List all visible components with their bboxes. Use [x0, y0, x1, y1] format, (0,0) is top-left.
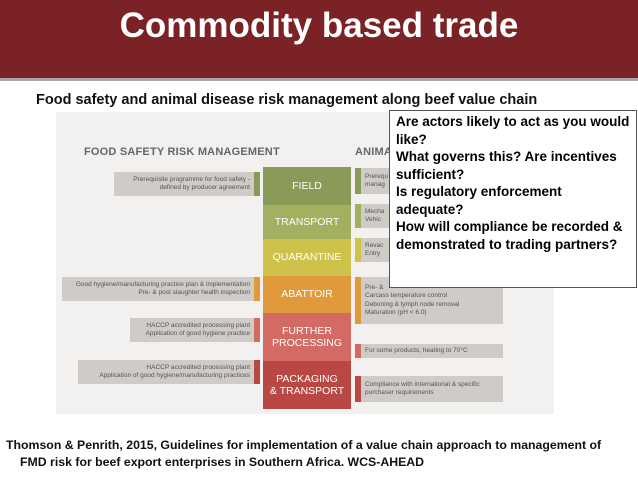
box-text: HACCP accredited processing plant [146, 321, 250, 329]
stage-label: & TRANSPORT [269, 385, 345, 397]
question-line: demonstrated to trading partners? [396, 236, 618, 252]
box-text: Prerequisite programme for food safety - [133, 175, 250, 183]
box-text: Deboning & lymph node removal [365, 300, 460, 308]
food-safety-heading: FOOD SAFETY RISK MANAGEMENT [84, 146, 280, 158]
question-line: Are actors likely to act as you would [396, 114, 630, 129]
box-text: Revac [365, 241, 384, 249]
color-strip [355, 344, 361, 358]
color-strip [254, 277, 260, 301]
food-safety-box-abattoir: Good hygiene/manufacturing practice plan… [62, 277, 254, 301]
animal-disease-heading: ANIMA [355, 146, 393, 158]
question-line: What governs this? Are incentives [396, 149, 617, 164]
box-text: Carcass temperature control [365, 292, 448, 300]
title-divider [0, 78, 638, 81]
source-citation: Thomson & Penrith, 2015, Guidelines for … [6, 437, 632, 471]
question-line: sufficient? [396, 166, 465, 182]
box-text: Maturation (pH < 6.0) [365, 308, 427, 316]
food-safety-box-field: Prerequisite programme for food safety -… [114, 172, 254, 196]
food-safety-box-further-processing: HACCP accredited processing plant Applic… [130, 318, 254, 342]
color-strip [254, 318, 260, 342]
stage-packaging-transport: PACKAGING & TRANSPORT [263, 361, 351, 409]
stage-label: ABATTOIR [281, 288, 333, 301]
title-bar [0, 0, 638, 78]
stage-label: FURTHER [282, 324, 332, 337]
question-line: How will compliance be recorded & [396, 219, 623, 234]
stage-label: QUARANTINE [272, 251, 342, 264]
stage-abattoir: ABATTOIR [263, 276, 351, 313]
animal-disease-box-packaging: Compliance with international & specific… [361, 376, 503, 402]
question-line: adequate? [396, 201, 464, 217]
slide-subtitle: Food safety and animal disease risk mana… [36, 92, 538, 108]
slide-title: Commodity based trade [119, 6, 519, 45]
stage-quarantine: QUARANTINE [263, 239, 351, 276]
color-strip [254, 172, 260, 196]
stage-field: FIELD [263, 167, 351, 205]
box-text: Good hygiene/manufacturing practice plan… [75, 280, 250, 288]
box-text: Mecha [365, 207, 385, 215]
question-line: like? [396, 131, 427, 147]
stage-label: FIELD [292, 179, 322, 192]
box-text: defined by producer agreement [159, 184, 250, 191]
color-strip [355, 238, 361, 262]
box-text: HACCP accredited processing plant [146, 363, 250, 371]
stage-further-processing: FURTHER PROCESSING [263, 313, 351, 361]
citation-line: Thomson & Penrith, 2015, Guidelines for … [6, 438, 602, 452]
box-text: Compliance with international & specific [365, 380, 480, 388]
color-strip [355, 204, 361, 228]
color-strip [355, 277, 361, 324]
stage-label: PROCESSING [271, 337, 342, 349]
box-text: purchaser requirements [365, 389, 434, 396]
food-safety-box-packaging: HACCP accredited processing plant Applic… [78, 360, 254, 384]
stage-transport: TRANSPORT [263, 205, 351, 239]
questions-callout: Are actors likely to act as you would li… [389, 110, 637, 288]
box-text: manag [365, 181, 385, 188]
color-strip [355, 376, 361, 402]
citation-line: FMD risk for beef export enterprises in … [20, 455, 425, 469]
box-text: Application of good hygiene practice [145, 330, 250, 337]
animal-disease-box-further-processing: For some products, heating to 70°C [361, 344, 503, 358]
question-line: Is regulatory enforcement [396, 184, 562, 199]
box-text: Pre- & [365, 284, 384, 292]
box-text: For some products, heating to 70°C [365, 346, 468, 354]
color-strip [355, 168, 361, 194]
box-text: Pre- & post slaughter health inspection [138, 289, 250, 296]
box-text: Vehic [365, 216, 381, 223]
stage-label: PACKAGING [276, 372, 338, 385]
box-text: Entry [365, 250, 381, 257]
box-text: Prerequ [365, 172, 389, 180]
box-text: Application of good hygiene/manufacturin… [99, 372, 250, 379]
color-strip [254, 360, 260, 384]
stage-label: TRANSPORT [274, 215, 340, 228]
